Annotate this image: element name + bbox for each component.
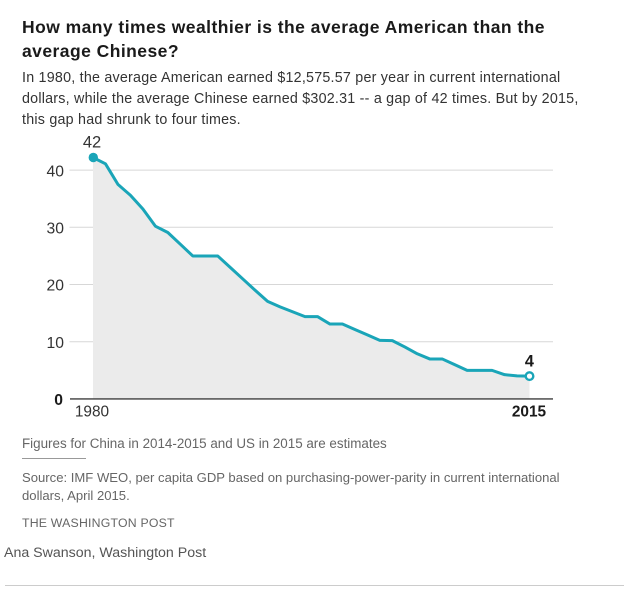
svg-text:0: 0 (54, 392, 63, 409)
svg-text:10: 10 (47, 335, 65, 352)
svg-text:30: 30 (47, 221, 65, 238)
svg-text:2015: 2015 (512, 404, 547, 421)
svg-text:4: 4 (525, 353, 534, 371)
svg-text:1980: 1980 (75, 404, 109, 421)
svg-text:40: 40 (47, 163, 65, 180)
svg-text:20: 20 (47, 278, 65, 295)
svg-text:42: 42 (83, 134, 101, 152)
